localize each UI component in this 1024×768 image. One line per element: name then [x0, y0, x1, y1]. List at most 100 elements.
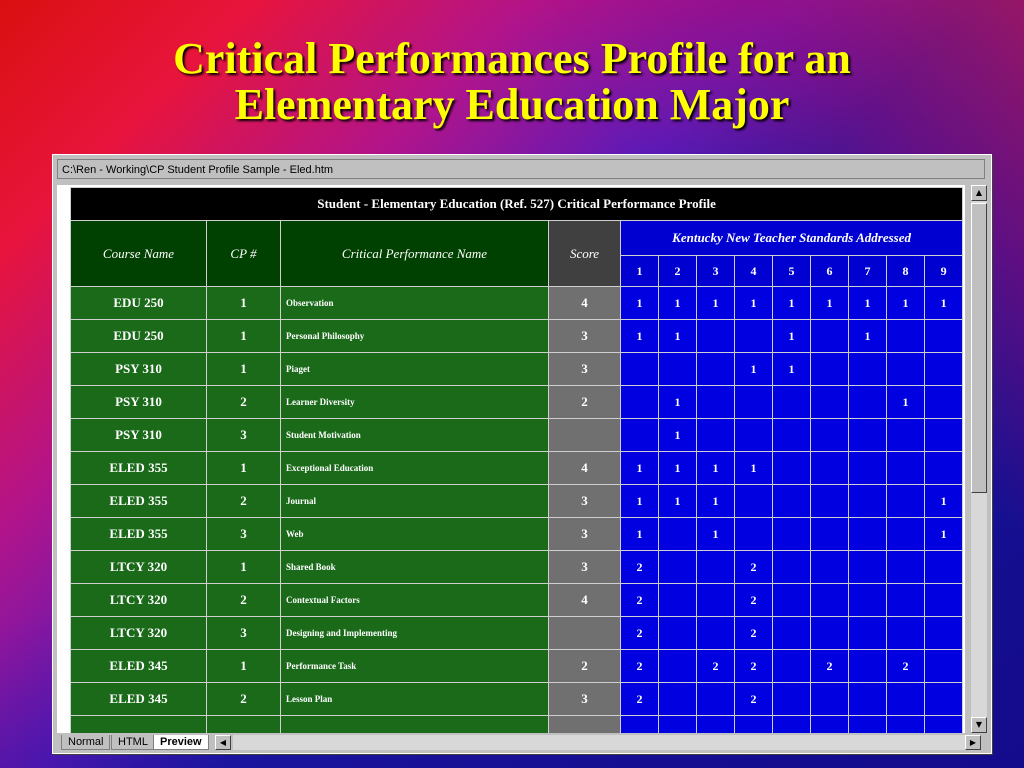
cell-standard-2 [658, 550, 697, 584]
cell-course-name: LTCY 320 [70, 583, 207, 617]
cell-standard-4: 2 [734, 550, 773, 584]
table-row: PSY 310 3 Student Motivation 1 [70, 418, 964, 452]
table-row: ELED 345 2 Lesson Plan 3 2 2 [70, 682, 964, 716]
scroll-right-arrow-icon[interactable]: ▶ [965, 735, 981, 750]
cell-standard-1: 1 [620, 286, 659, 320]
cell-cp-number: 3 [206, 418, 281, 452]
cell-course-name: EDU 250 [70, 286, 207, 320]
horizontal-scrollbar[interactable] [233, 735, 977, 750]
cell-score: 3 [548, 319, 621, 353]
cell-standard-6: 1 [810, 286, 849, 320]
cell-standard-9: 1 [923, 484, 964, 518]
profile-table: Student - Elementary Education (Ref. 527… [69, 187, 964, 733]
slide-title-line-1: Critical Performances Profile for an [173, 34, 851, 83]
cell-cp-number: 1 [206, 451, 281, 485]
cell-standard-5 [772, 484, 811, 518]
cell-standard-3 [696, 418, 735, 452]
cell-score: 3 [548, 484, 621, 518]
cell-standard-4 [734, 715, 773, 733]
cell-standard-6 [810, 715, 849, 733]
cell-standard-3: 1 [696, 286, 735, 320]
browser-window: C:\Ren - Working\CP Student Profile Samp… [52, 154, 992, 754]
table-caption: Student - Elementary Education (Ref. 527… [69, 187, 964, 221]
cell-standard-5 [772, 385, 811, 419]
table-row: LTCY 320 2 Contextual Factors 4 2 2 [70, 583, 964, 617]
cell-standard-2 [658, 583, 697, 617]
cell-standard-2 [658, 517, 697, 551]
cell-standard-6 [810, 550, 849, 584]
cell-standard-2: 1 [658, 484, 697, 518]
cell-standard-8 [886, 682, 925, 716]
cell-standard-6 [810, 484, 849, 518]
header-standards: Kentucky New Teacher Standards Addressed [619, 220, 964, 256]
cell-score: 4 [548, 451, 621, 485]
cell-standard-9 [923, 616, 964, 650]
cell-standard-3: 1 [696, 451, 735, 485]
view-tab-bar: Normal HTML Preview ◀ ▶ [57, 735, 985, 751]
cell-standard-9 [923, 451, 964, 485]
cell-standard-7 [848, 418, 887, 452]
cell-standard-2 [658, 715, 697, 733]
cell-standard-7 [848, 616, 887, 650]
cell-standard-8 [886, 715, 925, 733]
cell-standard-6 [810, 319, 849, 353]
cell-standard-2 [658, 616, 697, 650]
cell-critical-performance-name: Performance Task [280, 649, 549, 683]
cell-standard-1: 2 [620, 583, 659, 617]
scroll-up-arrow-icon[interactable]: ▲ [971, 185, 987, 201]
cell-standard-1 [620, 385, 659, 419]
cell-standard-7: 1 [848, 319, 887, 353]
tab-normal[interactable]: Normal [61, 735, 111, 750]
cell-standard-7 [848, 682, 887, 716]
cell-standard-1 [620, 418, 659, 452]
cell-standard-1: 1 [620, 451, 659, 485]
table-row: EDU 250 1 Observation 4 1 1 1 1 1 1 1 1 1 [70, 286, 964, 320]
cell-critical-performance-name [280, 715, 549, 733]
cell-score [548, 616, 621, 650]
cell-course-name: PSY 310 [70, 352, 207, 386]
slide-title: Critical Performances Profile for an Ele… [40, 36, 984, 128]
cell-critical-performance-name: Exceptional Education [280, 451, 549, 485]
scroll-down-arrow-icon[interactable]: ▼ [971, 717, 987, 733]
cell-standard-9: 1 [923, 286, 964, 320]
cell-standard-2 [658, 352, 697, 386]
cell-score [548, 418, 621, 452]
scroll-left-arrow-icon[interactable]: ◀ [215, 735, 231, 750]
cell-critical-performance-name: Student Motivation [280, 418, 549, 452]
cell-standard-9 [923, 550, 964, 584]
table-row: EDU 250 1 Personal Philosophy 3 1 1 1 1 [70, 319, 964, 353]
cell-standard-1: 1 [620, 484, 659, 518]
cell-standard-9 [923, 715, 964, 733]
cell-standard-4: 2 [734, 616, 773, 650]
cell-standard-3 [696, 550, 735, 584]
cell-standard-1: 2 [620, 649, 659, 683]
cell-course-name: PSY 310 [70, 418, 207, 452]
window-title: C:\Ren - Working\CP Student Profile Samp… [57, 159, 985, 179]
cell-score: 3 [548, 352, 621, 386]
cell-standard-3 [696, 616, 735, 650]
table-row: PSY 310 1 Piaget 3 1 1 [70, 352, 964, 386]
tab-html[interactable]: HTML [111, 735, 155, 750]
scrollbar-thumb[interactable] [971, 203, 987, 493]
tab-preview[interactable]: Preview [153, 735, 209, 750]
table-row: ELED 355 3 Web 3 1 1 1 [70, 517, 964, 551]
cell-cp-number: 2 [206, 682, 281, 716]
header-cp-number: CP # [206, 220, 281, 287]
cell-cp-number: 1 [206, 319, 281, 353]
cell-standard-8 [886, 418, 925, 452]
cell-standard-5 [772, 451, 811, 485]
cell-critical-performance-name: Learner Diversity [280, 385, 549, 419]
cell-standard-5 [772, 517, 811, 551]
header-standard-7: 7 [848, 255, 887, 287]
header-standard-4: 4 [734, 255, 773, 287]
cell-course-name: ELED 355 [70, 451, 207, 485]
cell-score [548, 715, 621, 733]
cell-standard-9 [923, 352, 964, 386]
vertical-scrollbar[interactable]: ▲ ▼ [971, 185, 987, 733]
cell-course-name [70, 715, 207, 733]
cell-score: 2 [548, 649, 621, 683]
cell-cp-number: 1 [206, 352, 281, 386]
cell-standard-7 [848, 352, 887, 386]
cell-standard-2: 1 [658, 385, 697, 419]
cell-cp-number: 2 [206, 385, 281, 419]
